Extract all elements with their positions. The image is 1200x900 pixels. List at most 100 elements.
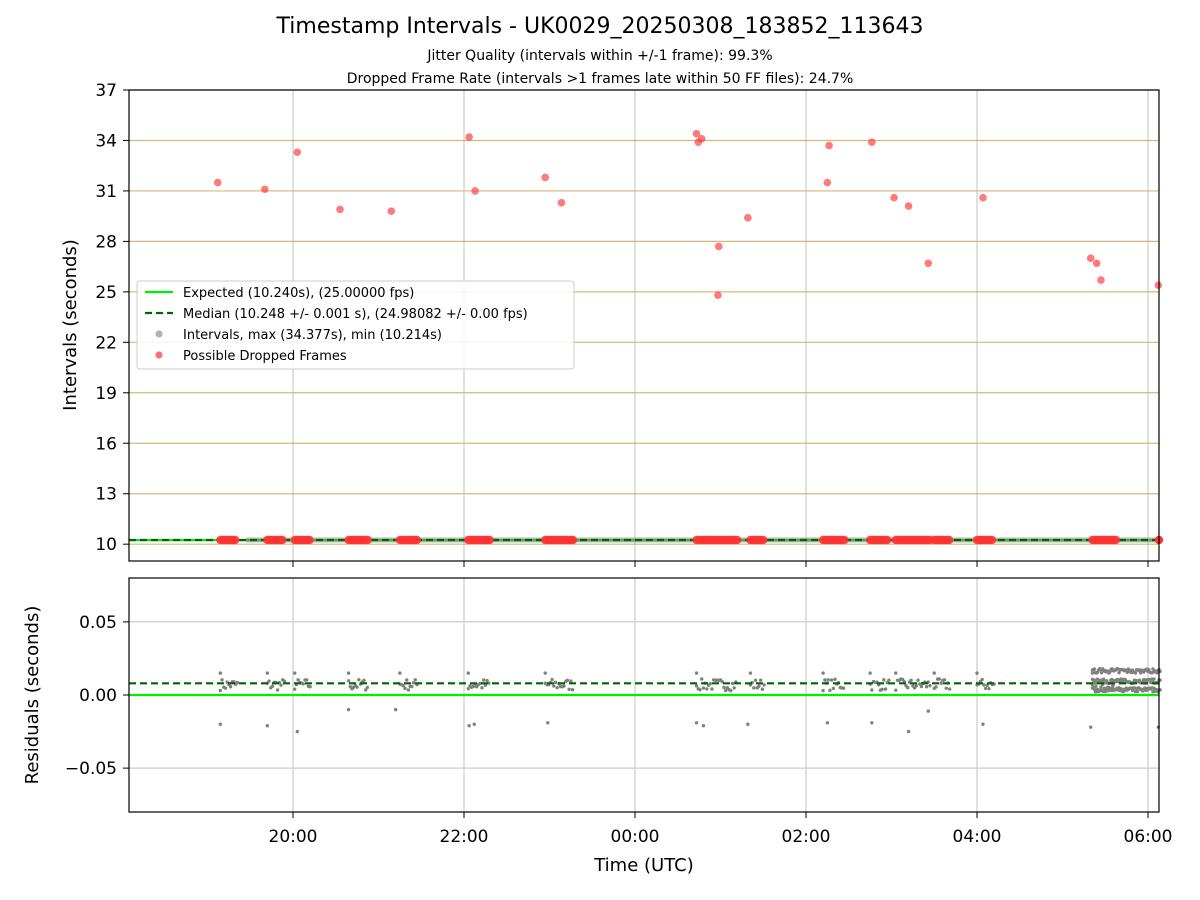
residual-point [823,678,827,682]
residual-point [748,671,753,675]
residual-point [218,722,223,726]
residual-point [723,688,728,693]
dropped-frame-point [260,185,269,194]
residual-point [942,678,947,682]
residual-point [365,685,370,690]
dropped-frame-point [305,535,314,545]
residual-point [932,671,936,675]
residual-point [821,688,825,693]
residual-point [405,678,409,682]
residual-point [567,687,571,692]
residual-point [1117,671,1121,675]
dropped-frame-point [213,178,222,187]
y-tick-label-bottom: 0.00 [79,686,117,706]
residual-point [757,684,761,688]
y-tick-label-top: 37 [95,81,117,101]
residual-point [934,685,938,689]
residual-point [393,707,398,712]
residual-point [357,677,361,682]
residual-point [985,683,989,688]
residual-point [403,686,407,691]
residual-point [555,685,559,690]
residual-point [701,686,706,690]
residual-point [831,686,836,691]
residual-point [828,688,832,693]
residual-point [939,681,943,685]
residual-point [758,678,763,682]
residual-point [914,684,918,688]
dropped-frame-point [692,129,701,138]
dropped-frame-point [759,535,768,545]
residual-point [870,721,874,725]
residual-point [980,677,984,682]
dropped-frame-point [904,202,913,210]
residual-point [1152,677,1156,681]
residual-point [569,679,573,683]
residual-point [694,684,699,688]
residual-point [346,671,351,675]
chart-subtitle-jitter: Jitter Quality (intervals within +/-1 fr… [427,48,773,64]
residual-point [868,671,872,675]
residual-point [762,683,766,687]
dropped-frame-point [485,535,494,545]
dropped-frame-point [890,193,898,202]
residual-point [296,678,300,682]
dropped-frame-point [1086,254,1095,263]
dropped-frame-point [732,535,742,545]
y-tick-label-top: 19 [95,384,117,404]
residual-point [883,687,888,691]
residual-point [1102,677,1106,681]
residual-point [833,677,837,681]
residual-point [1092,678,1097,682]
residual-point [362,678,366,683]
residual-point [565,678,570,683]
residual-point [293,671,297,675]
y-axis-label-residuals: Residuals (seconds) [22,606,43,785]
legend-entry: Expected (10.240s), (25.00000 fps) [183,286,414,301]
residual-point [398,671,402,675]
residual-point [546,721,550,725]
residual-point [894,671,898,675]
residual-point [346,679,351,683]
intervals-panel: 10 13 16 19 22 25 28 31 34 37 [95,81,1164,567]
x-axis-label: Time (UTC) [593,855,694,876]
chart-title: Timestamp Intervals - UK0029_20250308_18… [276,14,924,39]
dropped-frame-point [924,259,933,268]
residual-point [708,681,712,686]
y-tick-label-bottom: 0.05 [79,613,117,633]
residual-point [472,722,476,726]
residual-point [882,678,886,682]
residual-point [975,671,979,675]
residual-point [308,684,312,689]
dropped-frame-point [825,141,833,150]
dropped-frame-point [744,214,752,222]
legend-intervals-swatch [155,330,163,338]
residual-point [1151,667,1155,671]
residual-point [698,688,702,692]
residual-point [553,680,558,685]
residuals-panel: 20:00 22:00 00:00 02:00 04:00 06:00 0.05 0.00 −0… [65,577,1173,847]
dropped-frame-point [465,133,473,141]
residual-point [732,686,736,690]
residual-point [1095,677,1100,681]
residual-point [729,688,733,693]
dropped-frame-point [568,535,578,545]
y-tick-label-top: 28 [95,232,117,252]
legend: Expected (10.240s), (25.00000 fps) Median… [136,280,575,370]
residual-point [483,683,488,687]
x-tick-label: 04:00 [953,827,1002,847]
y-axis-label-intervals: Intervals (seconds) [60,239,81,411]
residual-point [1092,667,1097,671]
legend-dropped-swatch [155,351,163,359]
residual-point [821,671,825,675]
x-tick-label: 22:00 [440,827,489,847]
dropped-frame-point [557,198,566,207]
dropped-frame-point [471,187,479,195]
residual-point [295,729,299,734]
residual-point [218,671,223,675]
x-tick-label: 20:00 [269,827,318,847]
dropped-frame-point [714,291,722,300]
y-tick-label-top: 22 [95,333,117,353]
chart-subtitle-dropped: Dropped Frame Rate (intervals >1 frames … [346,71,854,87]
